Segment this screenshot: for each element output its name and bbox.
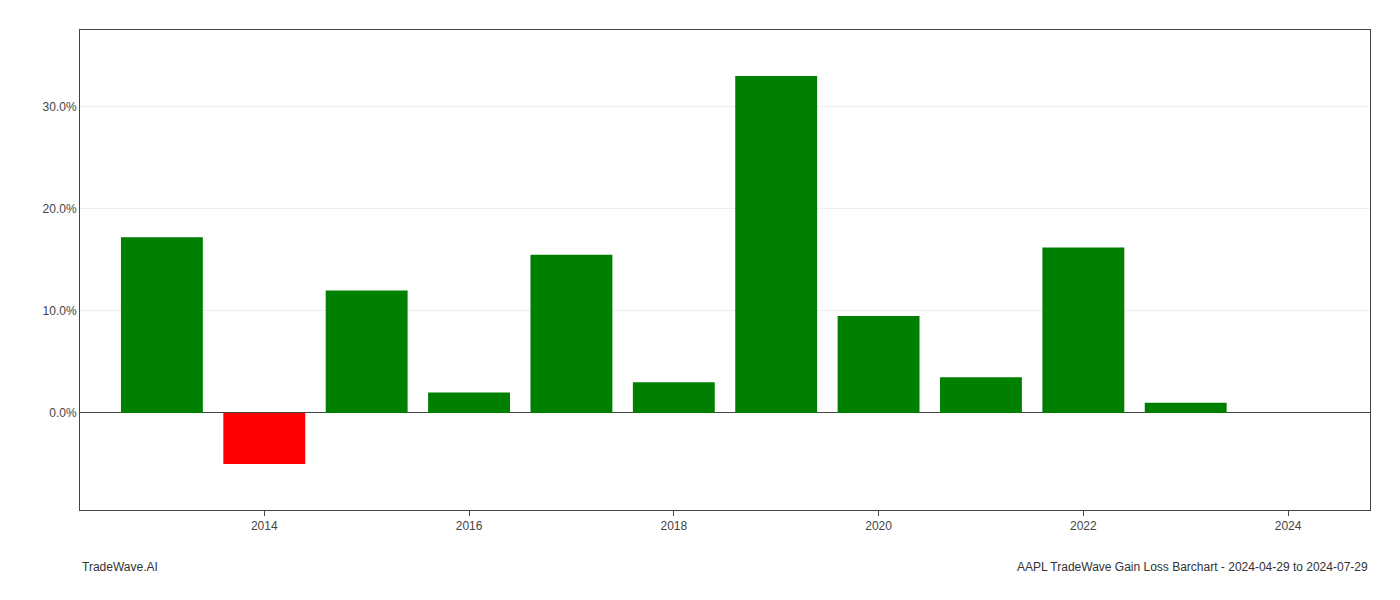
svg-text:0.0%: 0.0%	[49, 406, 77, 420]
svg-text:10.0%: 10.0%	[43, 304, 77, 318]
svg-text:20.0%: 20.0%	[43, 202, 77, 216]
svg-text:30.0%: 30.0%	[43, 100, 77, 114]
svg-text:2024: 2024	[1275, 519, 1302, 533]
svg-text:2016: 2016	[456, 519, 483, 533]
svg-text:AAPL TradeWave Gain Loss Barch: AAPL TradeWave Gain Loss Barchart - 2024…	[1017, 560, 1368, 574]
svg-text:2018: 2018	[660, 519, 687, 533]
svg-text:TradeWave.AI: TradeWave.AI	[82, 560, 158, 574]
svg-text:2022: 2022	[1070, 519, 1097, 533]
svg-text:2020: 2020	[865, 519, 892, 533]
svg-text:2014: 2014	[251, 519, 278, 533]
